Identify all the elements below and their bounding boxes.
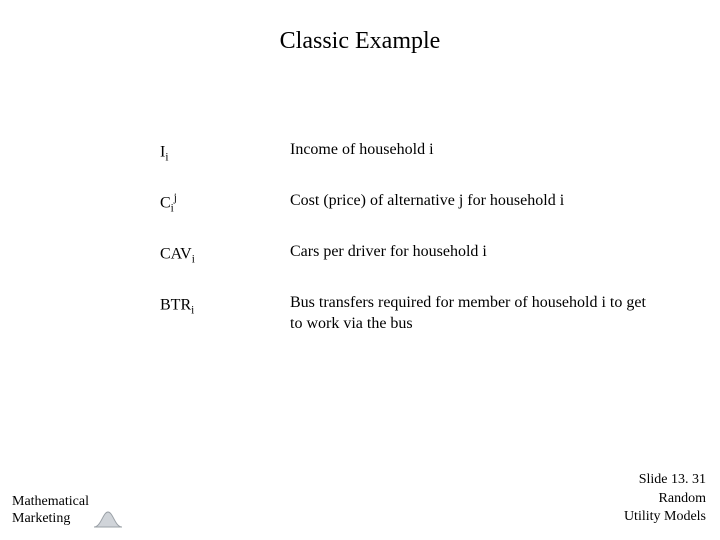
symbol-sub: i bbox=[165, 152, 168, 164]
table-row: BTRi Bus transfers required for member o… bbox=[160, 293, 660, 335]
description-cell: Cost (price) of alternative j for househ… bbox=[290, 191, 660, 216]
table-row: Cij Cost (price) of alternative j for ho… bbox=[160, 191, 660, 216]
symbol-cell: Cij bbox=[160, 191, 290, 216]
symbol-sub: i bbox=[171, 203, 174, 215]
symbol-cell: CAVi bbox=[160, 242, 290, 267]
symbol-base: CAV bbox=[160, 245, 192, 262]
footer-left: Mathematical Marketing bbox=[12, 494, 123, 528]
description-cell: Income of household i bbox=[290, 140, 660, 165]
definitions-table: Ii Income of household i Cij Cost (price… bbox=[160, 140, 660, 361]
bell-curve-icon bbox=[93, 510, 123, 528]
table-row: CAVi Cars per driver for household i bbox=[160, 242, 660, 267]
symbol-base: BTR bbox=[160, 297, 191, 314]
description-cell: Bus transfers required for member of hou… bbox=[290, 293, 660, 335]
symbol-sup: j bbox=[174, 192, 177, 204]
slide-title: Classic Example bbox=[0, 28, 720, 55]
symbol-sub: i bbox=[192, 254, 195, 266]
footer-left-line1: Mathematical bbox=[12, 494, 89, 511]
symbol-cell: BTRi bbox=[160, 293, 290, 335]
footer-left-line2: Marketing bbox=[12, 511, 89, 528]
footer-right-line3: Utility Models bbox=[624, 508, 706, 526]
symbol-cell: Ii bbox=[160, 140, 290, 165]
slide-number: Slide 13. 31 bbox=[624, 471, 706, 489]
description-cell: Cars per driver for household i bbox=[290, 242, 660, 267]
footer-right-line2: Random bbox=[624, 490, 706, 508]
symbol-sub: i bbox=[191, 305, 194, 317]
table-row: Ii Income of household i bbox=[160, 140, 660, 165]
footer-right: Slide 13. 31 Random Utility Models bbox=[624, 471, 706, 526]
symbol-base: C bbox=[160, 194, 171, 211]
